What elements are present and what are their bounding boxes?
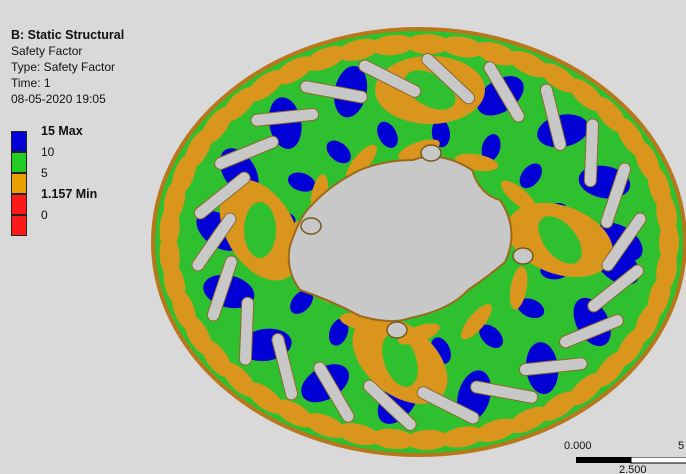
legend-label: 5: [41, 166, 48, 180]
cooling-slots: [191, 53, 647, 431]
cooling-slot: [416, 386, 480, 425]
cooling-slot: [191, 212, 237, 272]
cooling-slot: [559, 314, 624, 349]
cooling-slot: [299, 80, 368, 104]
scale-bar-graphic: [576, 457, 686, 464]
legend-label: 0: [41, 208, 48, 222]
mount-hole: [386, 321, 408, 339]
mount-hole: [300, 217, 322, 235]
scale-mid-label: 2.500: [619, 464, 647, 474]
legend-label: 1.157 Min: [41, 187, 98, 201]
cooling-slot: [483, 61, 525, 123]
cooling-slot: [358, 59, 422, 98]
cooling-slot: [214, 135, 279, 170]
cooling-slot: [238, 296, 255, 366]
legend-swatch: [11, 173, 27, 194]
mounting-holes: [300, 144, 534, 339]
cooling-slot: [518, 357, 588, 377]
analysis-title: B: Static Structural: [11, 28, 125, 42]
cooling-slot: [362, 379, 417, 431]
result-type: Type: Safety Factor: [11, 60, 116, 74]
scale-left-label: 0.000: [564, 440, 592, 452]
cooling-slot: [600, 162, 632, 229]
legend-label: 10: [41, 145, 55, 159]
legend-swatch: [11, 194, 27, 215]
cooling-slot: [470, 380, 539, 404]
mount-hole: [512, 247, 534, 265]
center-bore: [287, 155, 513, 322]
result-info-block: B: Static Structural Safety Factor Type:…: [11, 27, 124, 107]
result-date: 08-05-2020 19:05: [11, 92, 106, 106]
result-name: Safety Factor: [11, 44, 83, 58]
mount-hole: [420, 144, 442, 162]
cooling-slot: [421, 53, 476, 105]
cooling-slot: [250, 107, 320, 127]
cooling-slot: [539, 83, 567, 151]
cooling-slot: [193, 171, 251, 220]
legend-swatch: [11, 131, 27, 152]
cooling-slot: [271, 333, 299, 401]
scale-right-label: 5: [678, 440, 685, 452]
result-time: Time: 1: [11, 76, 51, 90]
cooling-slot: [206, 255, 238, 322]
cooling-slot: [313, 361, 355, 423]
cooling-slot: [601, 212, 647, 272]
legend-swatch: [11, 215, 27, 236]
legend-swatch: [11, 152, 27, 173]
cooling-slot: [583, 118, 600, 188]
cooling-slot: [587, 264, 645, 313]
legend-label: 15 Max: [41, 124, 83, 138]
